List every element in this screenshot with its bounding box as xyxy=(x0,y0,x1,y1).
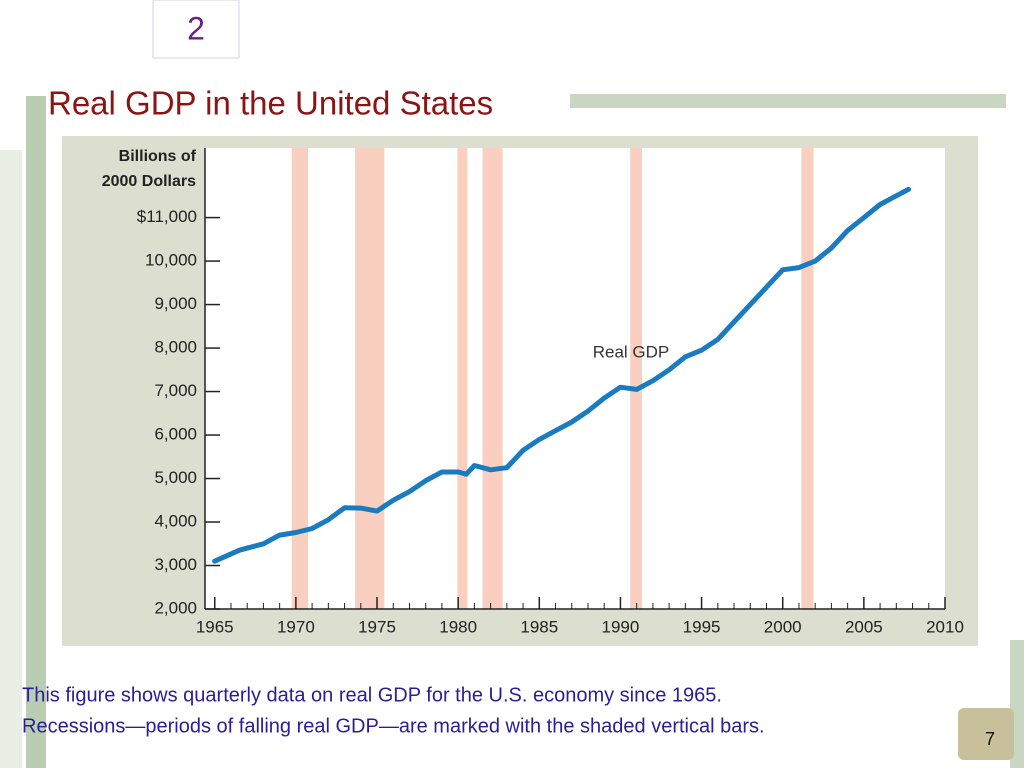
y-tick-label: 5,000 xyxy=(154,468,197,487)
y-tick-label: $11,000 xyxy=(137,207,197,226)
caption-line: This figure shows quarterly data on real… xyxy=(22,684,722,706)
x-tick-label: 1995 xyxy=(683,617,721,636)
slide-number: 2 xyxy=(187,10,205,46)
left-stripe-light xyxy=(0,150,22,768)
y-tick-label: 4,000 xyxy=(154,512,197,531)
page-badge xyxy=(958,708,1014,760)
plot-area xyxy=(205,148,945,609)
x-tick-label: 1985 xyxy=(520,617,558,636)
x-tick-label: 1970 xyxy=(277,617,315,636)
recession-bar xyxy=(457,148,468,609)
y-tick-label: 3,000 xyxy=(154,555,197,574)
chart: 2,000 3,000 4,000 5,000 6,000 7,000 8,000 9,000… xyxy=(137,148,964,636)
y-axis-label: Billions of xyxy=(119,148,197,165)
y-tick-label: 7,000 xyxy=(154,381,197,400)
y-tick-label: 8,000 xyxy=(154,338,197,357)
series-label: Real GDP xyxy=(593,342,670,361)
series-line xyxy=(212,186,911,564)
recession-bar xyxy=(630,148,643,609)
recession-bar xyxy=(291,148,309,609)
x-tick-label: 1965 xyxy=(196,617,234,636)
recession-bar xyxy=(482,148,503,609)
recession-bar xyxy=(801,148,814,609)
caption-line: Recessions—periods of falling real GDP—a… xyxy=(22,715,765,737)
slide-number-box xyxy=(152,0,240,59)
y-tick-label: 9,000 xyxy=(154,294,197,313)
x-tick-label: 2010 xyxy=(926,617,964,636)
y-axis-label: 2000 Dollars xyxy=(102,173,196,190)
y-tick-label: 2,000 xyxy=(154,598,197,617)
page-number: 7 xyxy=(985,729,995,749)
slide-title: Real GDP in the United States xyxy=(48,85,493,122)
x-tick-label: 1990 xyxy=(602,617,640,636)
y-tick-label: 6,000 xyxy=(154,425,197,444)
top-brush-band xyxy=(570,94,1006,108)
recession-bar xyxy=(355,148,385,609)
y-tick-label: 10,000 xyxy=(145,251,197,270)
x-tick-label: 1975 xyxy=(358,617,396,636)
x-tick-label: 2000 xyxy=(764,617,802,636)
x-tick-label: 2005 xyxy=(845,617,883,636)
x-tick-label: 1980 xyxy=(439,617,477,636)
left-stripe xyxy=(26,96,46,768)
